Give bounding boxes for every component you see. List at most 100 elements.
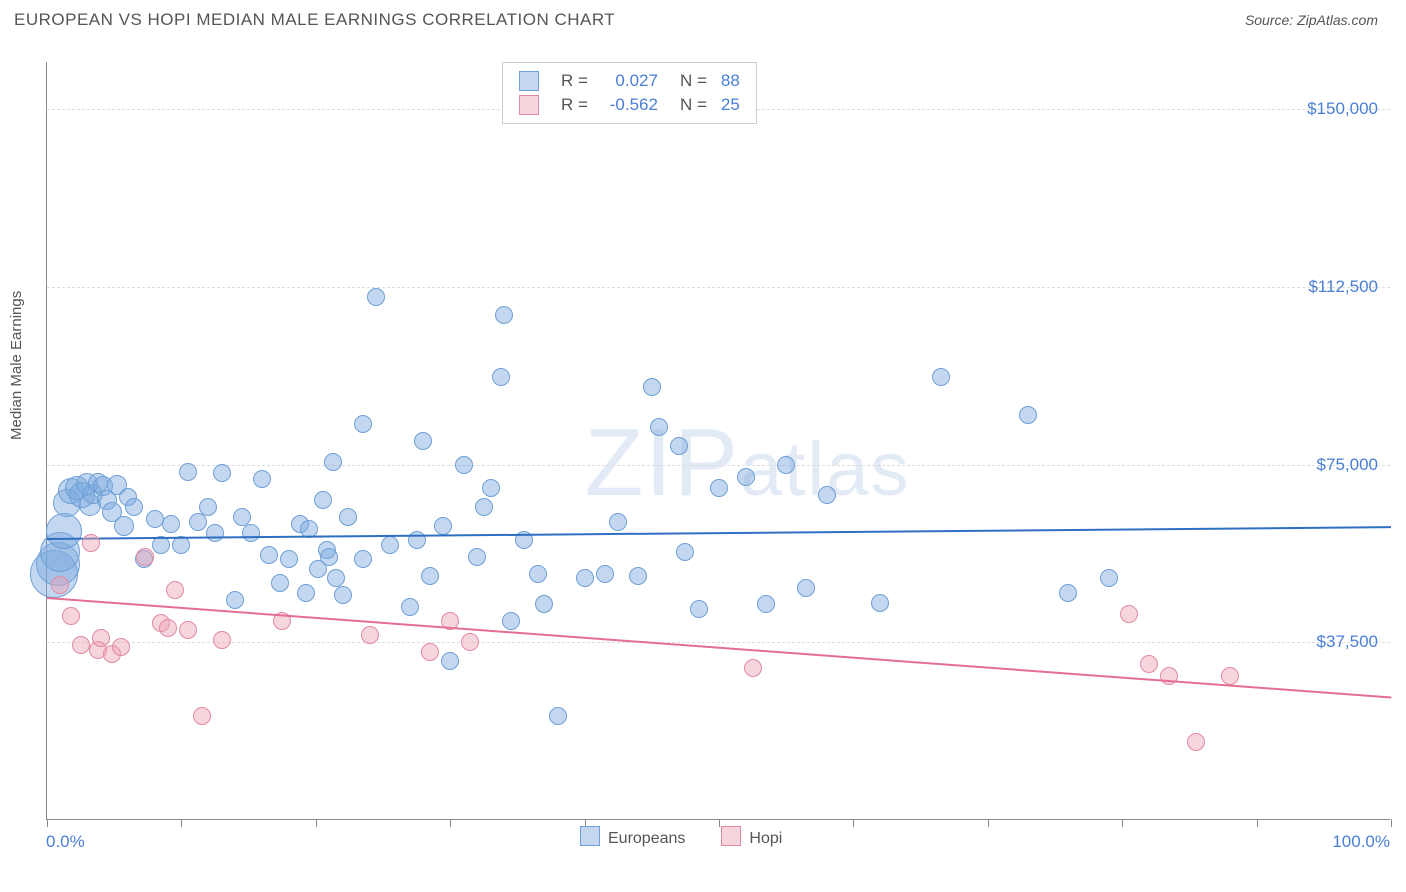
data-point — [72, 636, 90, 654]
data-point — [82, 534, 100, 552]
data-point — [495, 306, 513, 324]
data-point — [1221, 667, 1239, 685]
data-point — [271, 574, 289, 592]
y-axis-label: Median Male Earnings — [8, 291, 25, 440]
data-point — [233, 508, 251, 526]
data-point — [179, 621, 197, 639]
data-point — [354, 550, 372, 568]
data-point — [327, 569, 345, 587]
data-point — [361, 626, 379, 644]
data-point — [535, 595, 553, 613]
chart-title: EUROPEAN VS HOPI MEDIAN MALE EARNINGS CO… — [14, 10, 615, 30]
data-point — [421, 643, 439, 661]
x-tick — [316, 819, 317, 827]
data-point — [213, 464, 231, 482]
data-point — [260, 546, 278, 564]
data-point — [455, 456, 473, 474]
data-point — [932, 368, 950, 386]
trend-line — [47, 597, 1391, 698]
data-point — [757, 595, 775, 613]
data-point — [112, 638, 130, 656]
data-point — [324, 453, 342, 471]
data-point — [643, 378, 661, 396]
data-point — [199, 498, 217, 516]
gridline — [47, 465, 1390, 466]
x-tick — [450, 819, 451, 827]
data-point — [676, 543, 694, 561]
data-point — [818, 486, 836, 504]
data-point — [596, 565, 614, 583]
y-tick-label: $75,000 — [1317, 455, 1378, 475]
data-point — [314, 491, 332, 509]
data-point — [482, 479, 500, 497]
data-point — [475, 498, 493, 516]
legend-item: Hopi — [721, 826, 782, 848]
data-point — [242, 524, 260, 542]
data-point — [492, 368, 510, 386]
data-point — [354, 415, 372, 433]
data-point — [650, 418, 668, 436]
data-point — [777, 456, 795, 474]
scatter-plot: ZIPatlas R =0.027N =88R =-0.562N =25 $15… — [46, 62, 1390, 820]
data-point — [253, 470, 271, 488]
data-point — [339, 508, 357, 526]
data-point — [744, 659, 762, 677]
data-point — [710, 479, 728, 497]
data-point — [146, 510, 164, 528]
x-tick — [853, 819, 854, 827]
data-point — [172, 536, 190, 554]
data-point — [1059, 584, 1077, 602]
legend-row: R =-0.562N =25 — [519, 93, 740, 117]
data-point — [737, 468, 755, 486]
correlation-legend: R =0.027N =88R =-0.562N =25 — [502, 62, 757, 124]
data-point — [193, 707, 211, 725]
data-point — [213, 631, 231, 649]
data-point — [206, 524, 224, 542]
data-point — [226, 591, 244, 609]
data-point — [1100, 569, 1118, 587]
data-point — [468, 548, 486, 566]
data-point — [401, 598, 419, 616]
data-point — [1019, 406, 1037, 424]
data-point — [367, 288, 385, 306]
data-point — [320, 548, 338, 566]
data-point — [1187, 733, 1205, 751]
gridline — [47, 287, 1390, 288]
watermark: ZIPatlas — [585, 408, 911, 518]
x-tick — [181, 819, 182, 827]
data-point — [797, 579, 815, 597]
data-point — [690, 600, 708, 618]
data-point — [166, 581, 184, 599]
x-tick — [988, 819, 989, 827]
y-tick-label: $112,500 — [1308, 277, 1378, 297]
data-point — [280, 550, 298, 568]
data-point — [629, 567, 647, 585]
data-point — [114, 516, 134, 536]
x-tick — [1122, 819, 1123, 827]
legend-row: R =0.027N =88 — [519, 69, 740, 93]
data-point — [125, 498, 143, 516]
y-tick-label: $150,000 — [1307, 99, 1378, 119]
x-tick — [1257, 819, 1258, 827]
data-point — [297, 584, 315, 602]
y-tick-label: $37,500 — [1317, 632, 1378, 652]
data-point — [159, 619, 177, 637]
data-point — [381, 536, 399, 554]
data-point — [461, 633, 479, 651]
data-point — [421, 567, 439, 585]
data-point — [92, 629, 110, 647]
data-point — [549, 707, 567, 725]
data-point — [576, 569, 594, 587]
series-legend: EuropeansHopi — [580, 826, 782, 848]
data-point — [62, 607, 80, 625]
data-point — [1120, 605, 1138, 623]
data-point — [162, 515, 180, 533]
x-tick — [47, 819, 48, 827]
x-axis-max-label: 100.0% — [1332, 832, 1390, 852]
data-point — [502, 612, 520, 630]
data-point — [871, 594, 889, 612]
gridline — [47, 642, 1390, 643]
x-tick — [1391, 819, 1392, 827]
source-label: Source: ZipAtlas.com — [1245, 12, 1378, 28]
x-axis-min-label: 0.0% — [46, 832, 85, 852]
